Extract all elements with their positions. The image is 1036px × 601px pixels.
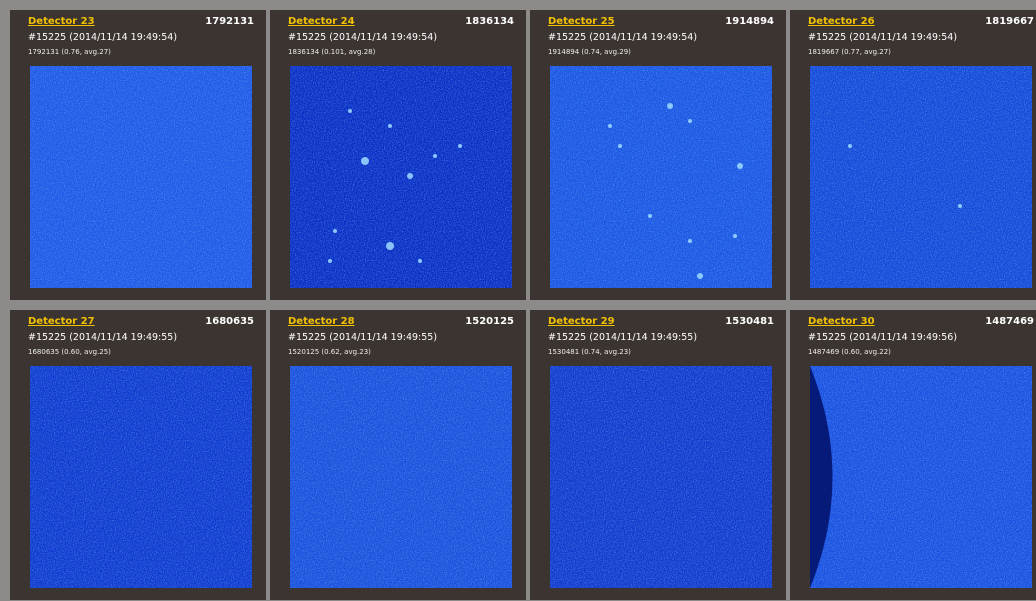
hot-spot (333, 229, 337, 233)
detector-panel: Detector 28 1520125 #15225 (2014/11/14 19:… (270, 310, 526, 600)
detector-stats: 1680635 (0.60, avg.25) (28, 348, 111, 356)
image-noise (290, 66, 512, 288)
event-info: #15225 (2014/11/14 19:49:54) (288, 32, 437, 43)
detector-link[interactable]: Detector 25 (548, 16, 615, 27)
detector-link[interactable]: Detector 23 (28, 16, 95, 27)
detector-stats: 1487469 (0.60, avg.22) (808, 348, 891, 356)
detector-link[interactable]: Detector 26 (808, 16, 875, 27)
hot-spot (688, 239, 692, 243)
image-noise (290, 366, 512, 588)
event-info: #15225 (2014/11/14 19:49:56) (808, 332, 957, 343)
detector-panel: Detector 25 1914894 #15225 (2014/11/14 19:… (530, 10, 786, 300)
detector-image (30, 66, 252, 288)
detector-panel: Detector 27 1680635 #15225 (2014/11/14 19:… (10, 310, 266, 600)
detector-panel: Detector 24 1836134 #15225 (2014/11/14 19:… (270, 10, 526, 300)
detector-count: 1819667 (985, 16, 1034, 27)
event-info: #15225 (2014/11/14 19:49:55) (28, 332, 177, 343)
detector-count: 1487469 (985, 316, 1034, 327)
hot-spot (386, 242, 394, 250)
image-noise (810, 366, 1032, 588)
hot-spot (348, 109, 352, 113)
detector-image (550, 366, 772, 588)
hot-spot (407, 173, 413, 179)
detector-stats: 1792131 (0.76, avg.27) (28, 48, 111, 56)
hot-spot (848, 144, 852, 148)
hot-spot (608, 124, 612, 128)
detector-stats: 1819667 (0.77, avg.27) (808, 48, 891, 56)
hot-spot (388, 124, 392, 128)
detector-image (810, 66, 1032, 288)
hot-spot (688, 119, 692, 123)
detector-image (30, 366, 252, 588)
hot-spot (418, 259, 422, 263)
detector-panel: Detector 30 1487469 #15225 (2014/11/14 19:… (790, 310, 1036, 600)
hot-spot (618, 144, 622, 148)
hot-spot (361, 157, 369, 165)
detector-stats: 1914894 (0.74, avg.29) (548, 48, 631, 56)
event-info: #15225 (2014/11/14 19:49:55) (548, 332, 697, 343)
hot-spot (733, 234, 737, 238)
hot-spot (328, 259, 332, 263)
detector-link[interactable]: Detector 30 (808, 316, 875, 327)
detector-link[interactable]: Detector 24 (288, 16, 355, 27)
hot-spot (433, 154, 437, 158)
detector-link[interactable]: Detector 27 (28, 316, 95, 327)
detector-panel: Detector 29 1530481 #15225 (2014/11/14 19:… (530, 310, 786, 600)
detector-count: 1914894 (725, 16, 774, 27)
detector-panel: Detector 23 1792131 #15225 (2014/11/14 19:… (10, 10, 266, 300)
detector-count: 1792131 (205, 16, 254, 27)
image-noise (30, 66, 252, 288)
detector-count: 1520125 (465, 316, 514, 327)
hot-spot (667, 103, 673, 109)
event-info: #15225 (2014/11/14 19:49:54) (548, 32, 697, 43)
event-info: #15225 (2014/11/14 19:49:55) (288, 332, 437, 343)
hot-spot (958, 204, 962, 208)
detector-link[interactable]: Detector 29 (548, 316, 615, 327)
detector-link[interactable]: Detector 28 (288, 316, 355, 327)
detector-image (290, 66, 512, 288)
detector-count: 1530481 (725, 316, 774, 327)
hot-spot (697, 273, 703, 279)
event-info: #15225 (2014/11/14 19:49:54) (808, 32, 957, 43)
hot-spot (737, 163, 743, 169)
detector-grid: Detector 23 1792131 #15225 (2014/11/14 19:… (0, 0, 1036, 601)
detector-stats: 1836134 (0.101, avg.28) (288, 48, 375, 56)
detector-image (290, 366, 512, 588)
event-info: #15225 (2014/11/14 19:49:54) (28, 32, 177, 43)
detector-stats: 1530481 (0.74, avg.23) (548, 348, 631, 356)
detector-image (810, 366, 1032, 588)
image-noise (30, 366, 252, 588)
detector-count: 1680635 (205, 316, 254, 327)
detector-stats: 1520125 (0.62, avg.23) (288, 348, 371, 356)
detector-image (550, 66, 772, 288)
hot-spot (458, 144, 462, 148)
image-noise (550, 366, 772, 588)
image-noise (810, 66, 1032, 288)
detector-panel: Detector 26 1819667 #15225 (2014/11/14 19:… (790, 10, 1036, 300)
image-noise (550, 66, 772, 288)
hot-spot (648, 214, 652, 218)
detector-count: 1836134 (465, 16, 514, 27)
